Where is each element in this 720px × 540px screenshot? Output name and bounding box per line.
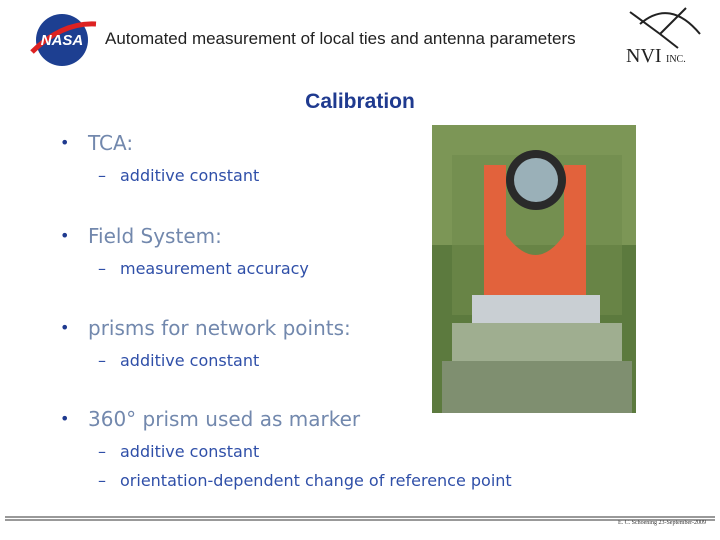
sub-bullet: additive constant [98,351,259,370]
bullet: Field System: [60,224,222,248]
nasa-text: NASA [41,32,84,49]
header-title: Automated measurement of local ties and … [105,29,576,48]
sub-bullet: measurement accuracy [98,259,309,278]
nasa-logo: NASA [30,14,97,66]
slide-title: Calibration [305,90,415,113]
footer-rule [5,516,715,521]
sub-bullet: additive constant [98,166,259,185]
bullet: 360° prism used as marker [60,407,360,431]
bullet: prisms for network points: [60,316,351,340]
sub-bullet: additive constant [98,442,259,461]
nvi-logo: NVI INC. [626,7,701,67]
nvi-suffix: INC. [666,54,686,65]
footer-text: E. C. Schoening 23-September-2009 [617,520,706,526]
photo [432,125,636,413]
nvi-text: NVI [626,45,662,67]
bullet: TCA: [60,131,133,155]
sub-bullet: orientation-dependent change of referenc… [98,471,512,490]
